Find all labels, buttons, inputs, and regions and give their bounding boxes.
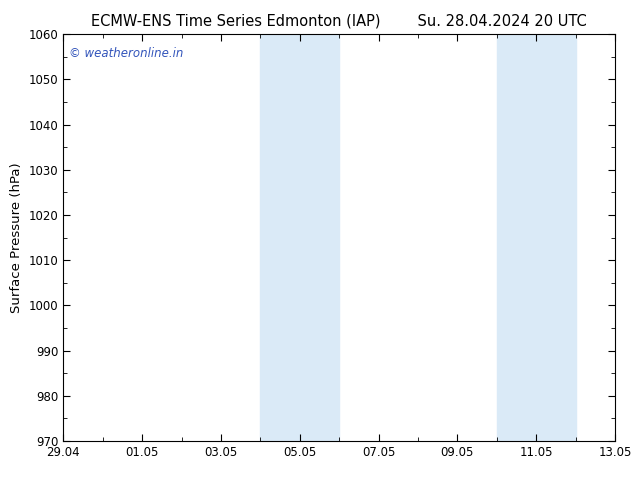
Text: © weatheronline.in: © weatheronline.in	[69, 47, 183, 59]
Y-axis label: Surface Pressure (hPa): Surface Pressure (hPa)	[10, 162, 23, 313]
Title: ECMW-ENS Time Series Edmonton (IAP)        Su. 28.04.2024 20 UTC: ECMW-ENS Time Series Edmonton (IAP) Su. …	[91, 14, 587, 29]
Bar	[261, 34, 339, 441]
Bar	[497, 34, 576, 441]
